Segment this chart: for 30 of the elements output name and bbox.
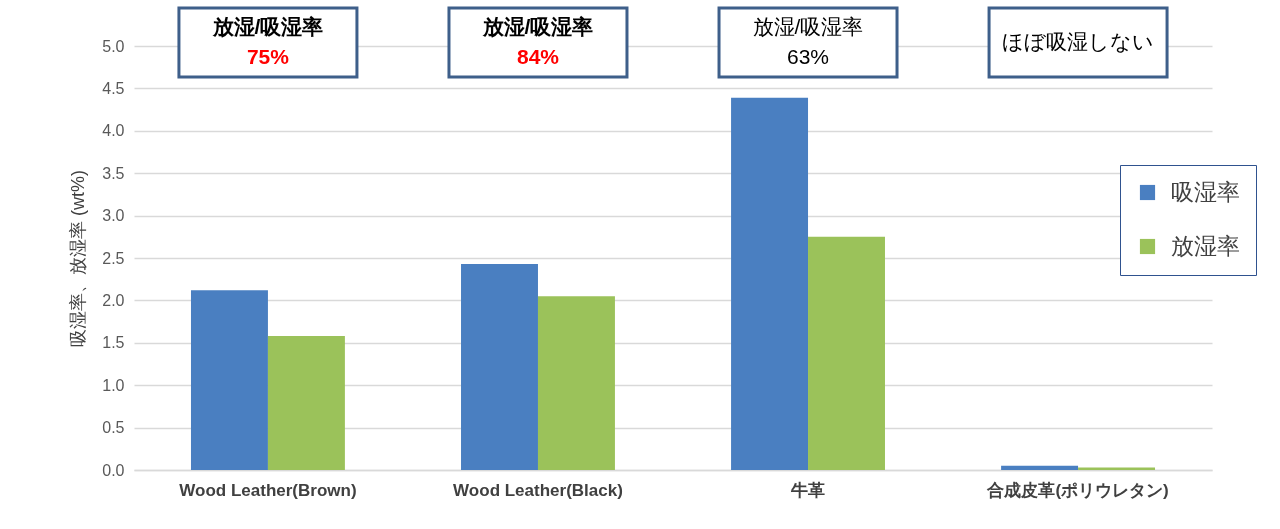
annotation: ほぼ吸湿しない bbox=[1002, 29, 1155, 53]
y-axis-title: 吸湿率、放湿率 (wt%) bbox=[68, 170, 89, 347]
y-tick-label: 1.5 bbox=[102, 334, 125, 352]
bar bbox=[267, 336, 345, 470]
legend-label: 吸湿率 bbox=[1171, 178, 1240, 205]
bar bbox=[537, 296, 615, 470]
y-tick-label: 0.0 bbox=[102, 461, 125, 479]
bar bbox=[461, 263, 538, 470]
y-tick-label: 5.0 bbox=[102, 37, 125, 55]
bar bbox=[808, 236, 885, 470]
bar bbox=[1078, 467, 1156, 470]
x-tick-label: Wood Leather(Black) bbox=[453, 480, 623, 500]
y-tick-label: 2.0 bbox=[102, 291, 125, 309]
y-tick-label: 3.0 bbox=[102, 207, 125, 225]
legend-label: 放湿率 bbox=[1171, 232, 1240, 259]
y-tick-label: 3.5 bbox=[102, 164, 125, 182]
y-tick-label: 1.0 bbox=[102, 376, 125, 394]
annotation: 放湿/吸湿率 84% bbox=[481, 14, 594, 68]
x-tick-label: 牛革 bbox=[790, 480, 826, 500]
y-tick-label: 4.0 bbox=[102, 122, 125, 140]
bar bbox=[1001, 465, 1079, 470]
bar bbox=[190, 290, 268, 470]
x-tick-label: Wood Leather(Brown) bbox=[179, 480, 357, 500]
bar bbox=[731, 97, 809, 470]
y-tick-label: 2.5 bbox=[102, 249, 125, 267]
annotation: 放湿/吸湿率 75% bbox=[211, 14, 324, 68]
y-tick-label: 4.5 bbox=[102, 79, 125, 97]
x-tick-label: 合成皮革(ポリウレタン) bbox=[986, 480, 1169, 500]
annotation: 放湿/吸湿率 63% bbox=[752, 14, 864, 68]
y-tick-label: 0.5 bbox=[102, 419, 125, 437]
